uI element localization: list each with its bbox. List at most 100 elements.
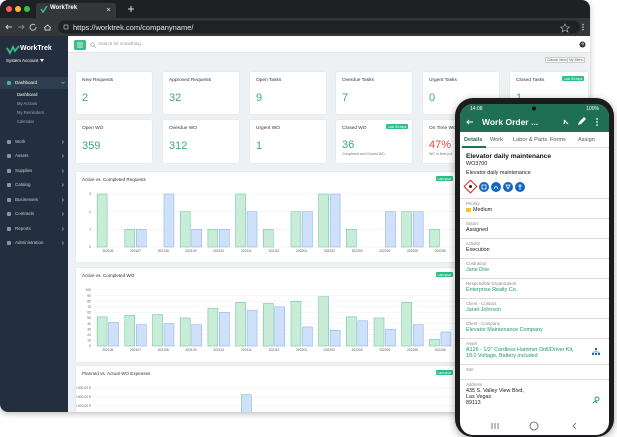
stat-card[interactable]: Approved Requests 32: [163, 72, 239, 114]
field-value[interactable]: Enterprise Realty Co.: [466, 287, 518, 293]
bar: [329, 193, 341, 248]
bar: [179, 317, 191, 347]
nav-item[interactable]: Assets: [15, 153, 29, 158]
bar: [385, 211, 396, 248]
nav-item[interactable]: Reports: [15, 226, 31, 231]
field-value[interactable]: Janet Johnson: [466, 307, 502, 313]
status-battery: 100%: [586, 106, 599, 112]
stat-card[interactable]: Overdue Tasks 7: [336, 72, 412, 114]
nav-item[interactable]: Supplies: [15, 168, 33, 173]
minimize-dot[interactable]: [15, 6, 21, 12]
menu-button[interactable]: [74, 39, 86, 50]
bar: [440, 331, 452, 347]
map-icon[interactable]: [592, 396, 600, 404]
phone-tab[interactable]: Forms: [550, 137, 566, 143]
bar: [263, 303, 274, 347]
field-separator: [460, 238, 609, 239]
nav-chevron: [61, 183, 64, 187]
bar: [219, 229, 230, 248]
bar: [191, 324, 202, 347]
bookmark-star[interactable]: [559, 23, 571, 33]
bar: [346, 229, 357, 248]
menu-dot[interactable]: [582, 23, 584, 26]
ppe-icon: [479, 182, 489, 192]
field-value[interactable]: A126 - 1/2" Cordless Hammer Drill/Driver…: [466, 347, 574, 360]
field-label: Site: [466, 367, 474, 372]
reload-button[interactable]: [29, 23, 37, 31]
bar: [235, 193, 246, 248]
y-tick-label: 2: [89, 210, 91, 214]
nav-icon: [7, 169, 11, 173]
nav-item[interactable]: Administration: [15, 240, 44, 245]
address-bar[interactable]: [58, 20, 580, 34]
home-nav[interactable]: [529, 421, 539, 431]
stat-card[interactable]: Closed WO 36 Completed and Closed WO Last 3…: [336, 120, 412, 163]
url-text[interactable]: https://worktrek.com/companyname/: [73, 22, 194, 32]
more-dot[interactable]: [596, 124, 598, 126]
nav-item[interactable]: Contracts: [15, 211, 35, 216]
chart-title: Planned vs. Actual WO Expenses: [82, 371, 151, 376]
back-arrow[interactable]: [466, 119, 473, 125]
active-tab[interactable]: [36, 3, 116, 18]
stat-card[interactable]: Overdue WO 312: [163, 120, 239, 163]
close-dot[interactable]: [6, 6, 12, 12]
x-tick-label: 202112: [269, 348, 280, 352]
tab-close[interactable]: [106, 7, 111, 12]
more-dot[interactable]: [596, 118, 598, 120]
nav-icon: [7, 81, 11, 85]
field-label: Address: [466, 382, 483, 387]
nav-subitem[interactable]: My Reminders: [17, 110, 44, 115]
menu-dot[interactable]: [582, 26, 584, 28]
bar: [207, 308, 219, 347]
nav-item[interactable]: Dashboard: [15, 80, 38, 85]
search-input[interactable]: Search for something...: [98, 41, 145, 46]
account-name[interactable]: System Account: [6, 58, 39, 63]
phone-tab[interactable]: Work: [490, 137, 503, 143]
home-button[interactable]: [43, 24, 52, 31]
help-icon[interactable]: [579, 41, 586, 48]
back-nav[interactable]: [572, 422, 577, 430]
tab-title: WorkTrek: [50, 5, 78, 11]
link-icon[interactable]: [563, 119, 569, 125]
nav-subitem[interactable]: Calendar: [17, 119, 34, 124]
nav-subitem[interactable]: Dashboard: [17, 92, 38, 97]
stat-card[interactable]: Open WO 359: [76, 120, 152, 163]
nav-chevron: [61, 241, 64, 245]
camera: [532, 106, 536, 111]
forward-button[interactable]: [18, 24, 25, 30]
nav-subitem[interactable]: My Actions: [17, 101, 38, 106]
more-dot[interactable]: [596, 121, 598, 123]
hierarchy-icon[interactable]: [592, 348, 600, 355]
card-title: Open Tasks: [256, 78, 282, 83]
menu-dot[interactable]: [582, 28, 584, 31]
recents-button[interactable]: [491, 423, 499, 429]
maximize-dot[interactable]: [24, 6, 30, 12]
back-button[interactable]: [5, 24, 12, 30]
app-bar-icons: [466, 106, 598, 126]
menu-link[interactable]: My Menu: [567, 57, 586, 63]
phone-tab[interactable]: Assign: [578, 137, 595, 143]
stat-card[interactable]: Urgent WO 1: [250, 120, 326, 163]
tab-indicator: [462, 146, 486, 148]
x-tick-label: 202205: [407, 348, 418, 352]
nav-item[interactable]: Work: [15, 139, 26, 144]
x-tick-label: 202111: [241, 348, 252, 352]
phone-title: Work Order ...: [482, 117, 539, 127]
stat-card[interactable]: Open Tasks 9: [250, 72, 326, 114]
nav-item[interactable]: Catalog: [15, 182, 31, 187]
y-tick-label: 0: [89, 245, 91, 249]
nav-chevron: [61, 198, 64, 202]
field-value[interactable]: Elevator Maintenance Company: [466, 327, 543, 333]
card-value: 47%: [429, 139, 452, 151]
phone-tab[interactable]: Details: [464, 137, 483, 143]
card-value: 312: [169, 140, 188, 152]
stat-card[interactable]: New Requests 2: [76, 72, 152, 114]
sidebar: WorkTrek System Account Dashboard Work Ass…: [0, 36, 68, 412]
edit-icon[interactable]: [578, 117, 586, 125]
phone-tab[interactable]: Labor & Parts: [513, 137, 548, 143]
field-value[interactable]: Jane Doe: [466, 267, 490, 273]
lock-icon: [63, 24, 69, 30]
bar: [318, 193, 329, 248]
nav-item[interactable]: Businesses: [15, 197, 39, 202]
new-tab[interactable]: [128, 6, 134, 12]
